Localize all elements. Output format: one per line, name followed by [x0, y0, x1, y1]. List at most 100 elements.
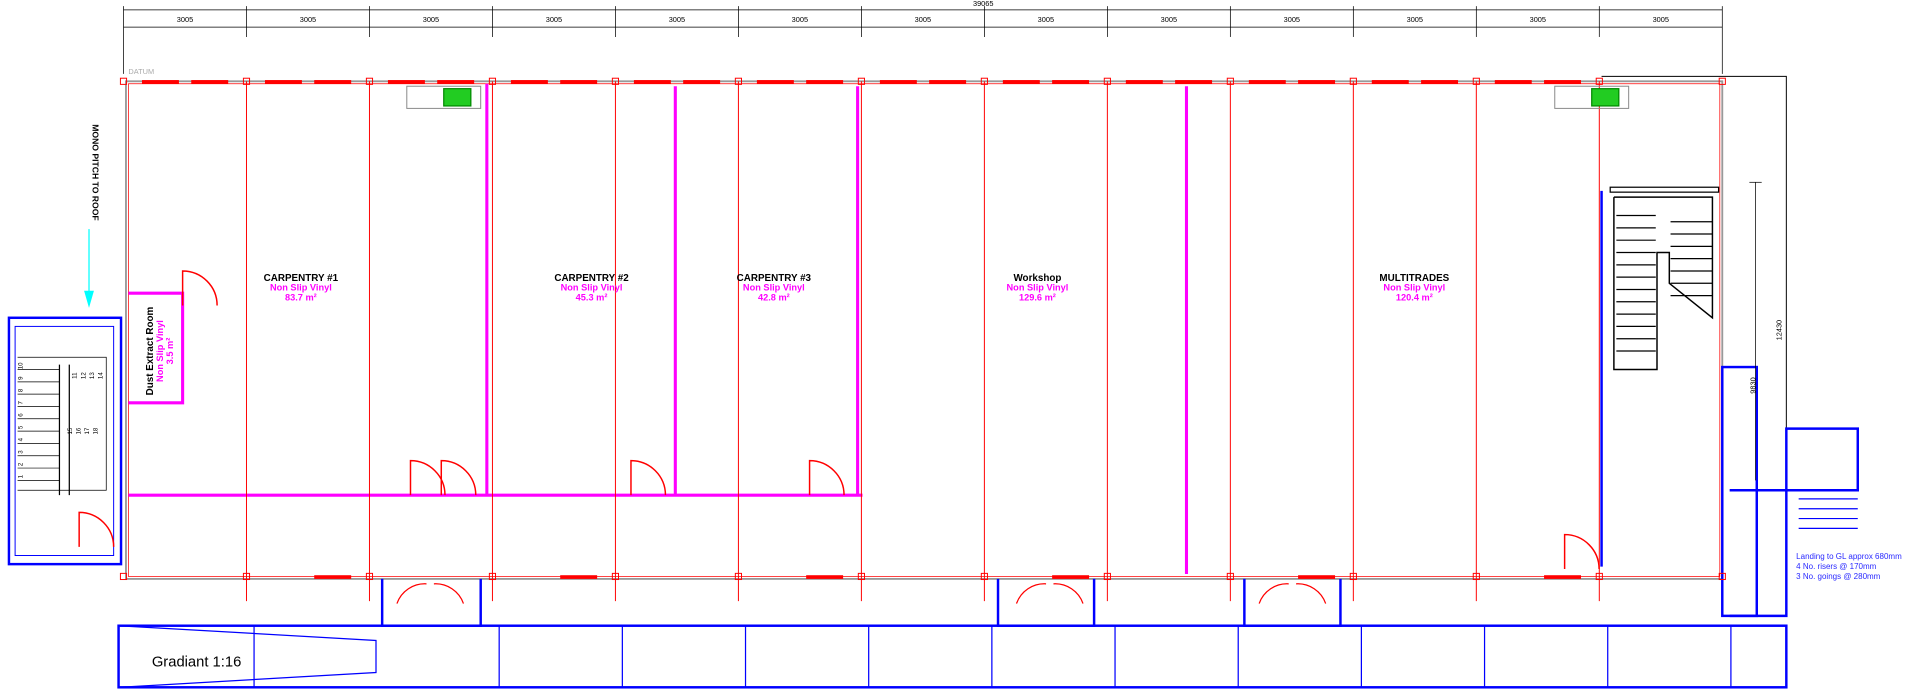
bay-dimension: 3005 — [423, 15, 439, 24]
door — [440, 459, 477, 496]
room-finish: Non Slip Vinyl — [1383, 283, 1445, 293]
dust-room-finish: Non Slip Vinyl — [155, 320, 165, 382]
roof-note: MONO PITCH TO ROOF — [91, 124, 101, 220]
room-name: CARPENTRY #3 — [737, 273, 812, 284]
window — [560, 80, 598, 84]
stair-number: 8 — [17, 388, 24, 392]
stair-number: 1 — [17, 474, 24, 478]
ramp-note: Gradiant 1:16 — [152, 654, 241, 670]
bay-dimension: 3005 — [1407, 15, 1423, 24]
door — [630, 459, 667, 496]
window — [1371, 80, 1409, 84]
room-area: 120.4 m² — [1396, 293, 1433, 303]
column — [734, 572, 742, 581]
dust-room-name: Dust Extract Room — [145, 306, 156, 395]
window — [1544, 80, 1582, 84]
window — [264, 80, 302, 84]
bay-dimension: 3005 — [1284, 15, 1300, 24]
bay-dimension: 3005 — [300, 15, 316, 24]
column — [119, 77, 128, 85]
roof-arrow — [84, 229, 94, 308]
room-name: CARPENTRY #1 — [264, 273, 339, 284]
stair-number: 12 — [80, 372, 87, 379]
window — [756, 80, 794, 84]
landing-note: Landing to GL approx 680mm — [1796, 552, 1902, 561]
room-finish: Non Slip Vinyl — [270, 283, 332, 293]
column — [1103, 77, 1111, 85]
window — [929, 80, 967, 84]
door — [409, 459, 446, 496]
window — [806, 80, 844, 84]
bay-dimension: 3005 — [177, 15, 193, 24]
stair-number: 14 — [98, 372, 105, 379]
window — [191, 80, 229, 84]
column — [1349, 77, 1357, 85]
window — [1002, 80, 1040, 84]
door — [181, 270, 218, 306]
window — [1052, 575, 1090, 579]
sink-basin — [443, 88, 472, 107]
stair-number: 16 — [75, 427, 82, 434]
left-stair — [7, 316, 123, 566]
bay-dimension: 3005 — [1653, 15, 1669, 24]
column — [1349, 572, 1357, 581]
window — [1494, 80, 1532, 84]
window — [806, 575, 844, 579]
room-name: MULTITRADES — [1379, 273, 1449, 284]
door — [1258, 583, 1327, 604]
window — [1248, 80, 1286, 84]
stair-number: 2 — [17, 462, 24, 466]
room-finish: Non Slip Vinyl — [1007, 283, 1069, 293]
column — [242, 77, 251, 85]
window — [1544, 575, 1582, 579]
bay-dimension: 3005 — [915, 15, 931, 24]
door — [78, 511, 115, 547]
door — [1563, 533, 1600, 570]
window — [1298, 80, 1336, 84]
column — [980, 77, 988, 85]
window — [437, 80, 475, 84]
room-area: 83.7 m² — [285, 293, 317, 303]
column — [1718, 77, 1726, 85]
stair-number: 7 — [17, 400, 24, 404]
column — [242, 572, 251, 581]
partitions — [128, 83, 1189, 574]
stair-number: 3 — [17, 450, 24, 454]
column — [488, 572, 497, 581]
column — [857, 572, 865, 581]
column — [119, 572, 128, 581]
room-area: 42.8 m² — [758, 293, 790, 303]
stair-number: 10 — [17, 362, 24, 369]
stair-number: 13 — [89, 372, 96, 379]
window — [560, 575, 598, 579]
sink — [406, 85, 482, 109]
column — [1472, 77, 1480, 85]
stair-number: 11 — [72, 372, 79, 379]
room-area: 45.3 m² — [576, 293, 608, 303]
window — [879, 80, 917, 84]
column — [365, 77, 374, 85]
stair-number: 17 — [84, 427, 91, 434]
window — [387, 80, 425, 84]
overall-dimension: 39065 — [973, 0, 994, 8]
stair-number: 15 — [67, 427, 74, 434]
window — [633, 80, 671, 84]
right-stair — [1600, 75, 1860, 618]
window — [1125, 80, 1163, 84]
window — [510, 80, 548, 84]
bay-dimension: 3005 — [1530, 15, 1546, 24]
bay-dimension: 3005 — [1038, 15, 1054, 24]
inner-wall — [128, 83, 1721, 577]
column — [980, 572, 988, 581]
window — [314, 80, 352, 84]
column — [1718, 572, 1726, 581]
window — [1298, 575, 1336, 579]
column — [1595, 77, 1603, 85]
dust-room-area: 3.5 m² — [165, 338, 175, 365]
window — [1421, 80, 1459, 84]
room-finish: Non Slip Vinyl — [561, 283, 623, 293]
bay-dimension: 3005 — [546, 15, 562, 24]
stair-dimension: 9830 — [1749, 377, 1758, 393]
column — [611, 77, 620, 85]
